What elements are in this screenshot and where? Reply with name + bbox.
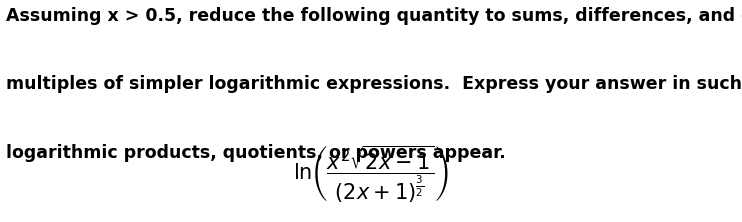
Text: logarithmic products, quotients, or powers appear.: logarithmic products, quotients, or powe… — [6, 144, 506, 162]
Text: multiples of simpler logarithmic expressions.  Express your answer in such a way: multiples of simpler logarithmic express… — [6, 75, 742, 93]
Text: Assuming x > 0.5, reduce the following quantity to sums, differences, and consta: Assuming x > 0.5, reduce the following q… — [6, 7, 742, 25]
Text: $\mathrm{ln}\left(\dfrac{x^2\sqrt{2x-1}}{(2x+1)^{\frac{3}{2}}}\right)$: $\mathrm{ln}\left(\dfrac{x^2\sqrt{2x-1}}… — [293, 143, 449, 204]
